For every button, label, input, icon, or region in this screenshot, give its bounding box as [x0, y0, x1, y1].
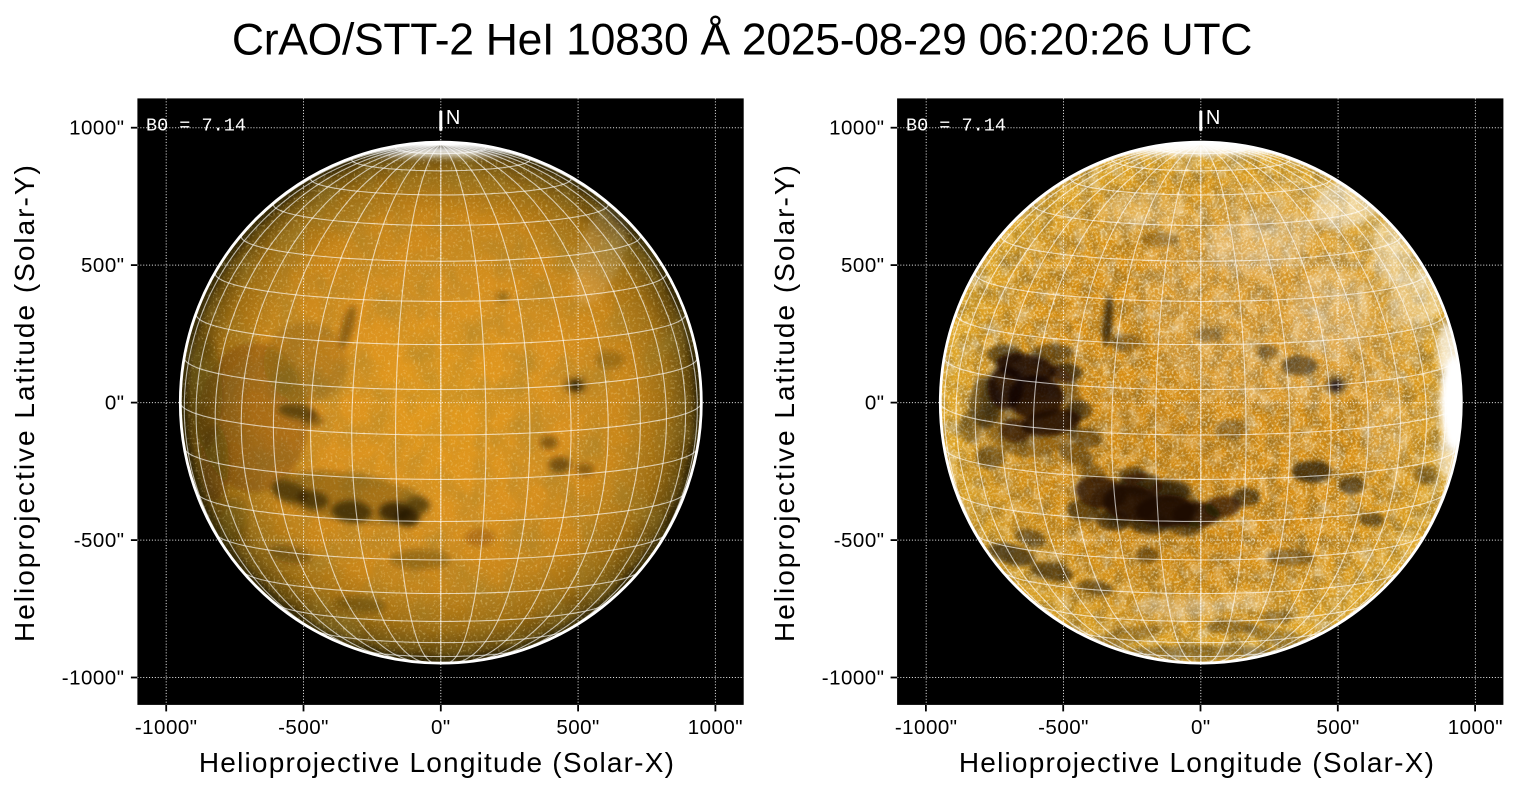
- svg-text:-1000": -1000": [135, 716, 198, 739]
- svg-text:500": 500": [841, 254, 884, 277]
- svg-text:1000": 1000": [1448, 716, 1503, 739]
- svg-text:-500": -500": [1038, 716, 1089, 739]
- svg-text:0": 0": [431, 716, 451, 739]
- svg-text:CrAO/STT-2 HeI 10830 Å 2025-08: CrAO/STT-2 HeI 10830 Å 2025-08-29 06:20:…: [232, 16, 1252, 65]
- svg-text:Helioprojective Longitude (Sol: Helioprojective Longitude (Solar-X): [959, 747, 1435, 778]
- svg-text:-500": -500": [278, 716, 329, 739]
- svg-text:1000": 1000": [829, 117, 884, 140]
- svg-text:Helioprojective Latitude (Sola: Helioprojective Latitude (Solar-Y): [769, 163, 800, 642]
- svg-text:-1000": -1000": [62, 667, 125, 690]
- svg-text:1000": 1000": [69, 117, 124, 140]
- svg-text:-1000": -1000": [822, 667, 885, 690]
- svg-text:500": 500": [1316, 716, 1359, 739]
- svg-text:500": 500": [556, 716, 599, 739]
- svg-text:-500": -500": [834, 529, 885, 552]
- svg-text:500": 500": [81, 254, 124, 277]
- svg-text:N: N: [446, 107, 460, 129]
- svg-text:0": 0": [105, 392, 125, 415]
- svg-text:Helioprojective Latitude (Sola: Helioprojective Latitude (Solar-Y): [9, 163, 40, 642]
- svg-text:B0 = 7.14: B0 = 7.14: [906, 116, 1006, 137]
- svg-text:-500": -500": [74, 529, 125, 552]
- svg-text:B0 = 7.14: B0 = 7.14: [146, 116, 246, 137]
- svg-text:N: N: [1206, 107, 1220, 129]
- svg-text:1000": 1000": [688, 716, 743, 739]
- svg-text:0": 0": [1191, 716, 1211, 739]
- svg-text:-1000": -1000": [895, 716, 958, 739]
- svg-text:Helioprojective Longitude (Sol: Helioprojective Longitude (Solar-X): [199, 747, 675, 778]
- svg-text:0": 0": [865, 392, 885, 415]
